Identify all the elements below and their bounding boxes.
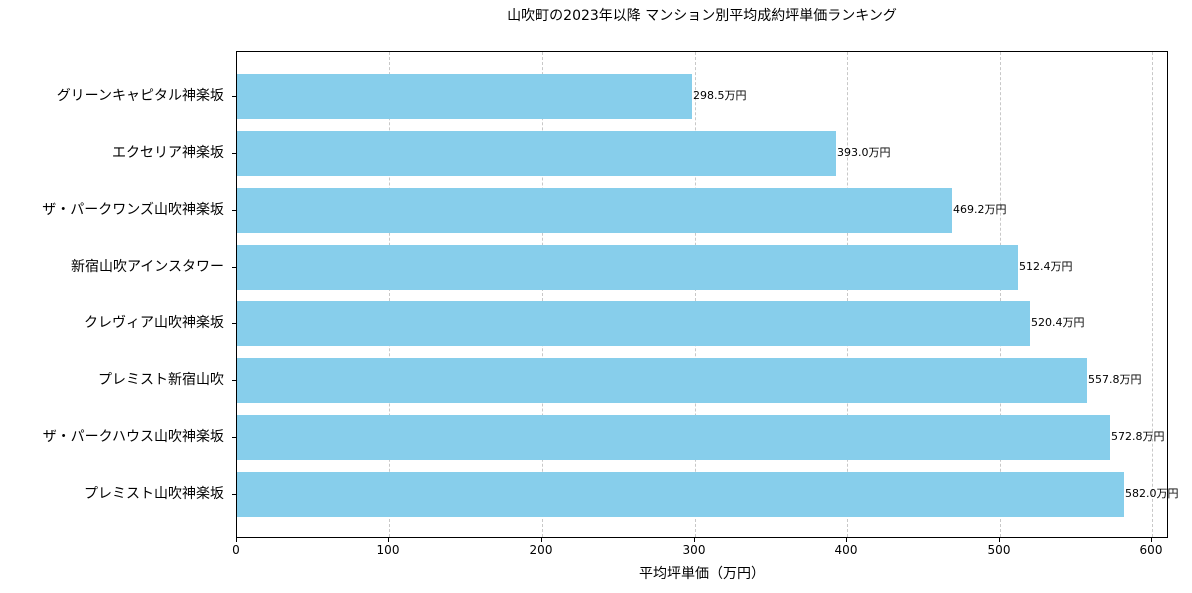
data-label-2: 469.2万円 bbox=[953, 203, 1007, 216]
gridline-300 bbox=[695, 52, 696, 537]
data-label-6: 572.8万円 bbox=[1111, 430, 1165, 443]
x-axis-label: 平均坪単価（万円） bbox=[639, 566, 765, 582]
y-label-1: エクセリア神楽坂 bbox=[112, 145, 224, 161]
bar-4 bbox=[237, 301, 1030, 346]
gridline-400 bbox=[847, 52, 848, 537]
gridline-600 bbox=[1152, 52, 1153, 537]
y-tick-4 bbox=[232, 323, 236, 324]
bar-6 bbox=[237, 415, 1110, 460]
y-label-3: 新宿山吹アインスタワー bbox=[70, 259, 224, 275]
gridline-100 bbox=[389, 52, 390, 537]
x-tick-300 bbox=[694, 538, 695, 542]
x-tick-400 bbox=[846, 538, 847, 542]
y-label-4: クレヴィア山吹神楽坂 bbox=[84, 315, 224, 331]
y-tick-2 bbox=[232, 210, 236, 211]
bar-1 bbox=[237, 131, 836, 176]
x-tick-label-500: 500 bbox=[987, 543, 1011, 557]
plot-area: 298.5万円 393.0万円 469.2万円 512.4万円 520.4万円 … bbox=[236, 51, 1179, 538]
y-label-0: グリーンキャピタル神楽坂 bbox=[56, 88, 224, 104]
gridline-200 bbox=[542, 52, 543, 537]
data-label-4: 520.4万円 bbox=[1031, 316, 1085, 329]
bar-7 bbox=[237, 472, 1124, 517]
x-tick-label-100: 100 bbox=[376, 543, 400, 557]
x-tick-label-400: 400 bbox=[834, 543, 858, 557]
data-label-3: 512.4万円 bbox=[1019, 260, 1073, 273]
data-label-7: 582.0万円 bbox=[1125, 487, 1179, 500]
y-tick-5 bbox=[232, 380, 236, 381]
y-tick-0 bbox=[232, 96, 236, 97]
x-tick-500 bbox=[999, 538, 1000, 542]
x-tick-600 bbox=[1151, 538, 1152, 542]
y-label-5: プレミスト新宿山吹 bbox=[98, 372, 224, 388]
x-tick-label-0: 0 bbox=[232, 543, 240, 557]
y-label-2: ザ・パークワンズ山吹神楽坂 bbox=[42, 202, 224, 218]
x-tick-200 bbox=[541, 538, 542, 542]
data-label-1: 393.0万円 bbox=[837, 146, 891, 159]
data-label-0: 298.5万円 bbox=[693, 89, 747, 102]
y-tick-3 bbox=[232, 267, 236, 268]
x-tick-100 bbox=[388, 538, 389, 542]
gridline-500 bbox=[1000, 52, 1001, 537]
y-tick-7 bbox=[232, 494, 236, 495]
y-label-7: プレミスト山吹神楽坂 bbox=[84, 486, 224, 502]
x-tick-label-600: 600 bbox=[1139, 543, 1163, 557]
x-tick-0 bbox=[236, 538, 237, 542]
y-tick-1 bbox=[232, 153, 236, 154]
y-tick-6 bbox=[232, 437, 236, 438]
bar-5 bbox=[237, 358, 1087, 403]
y-label-6: ザ・パークハウス山吹神楽坂 bbox=[42, 429, 224, 445]
x-tick-label-200: 200 bbox=[529, 543, 553, 557]
x-tick-label-300: 300 bbox=[682, 543, 706, 557]
bar-3 bbox=[237, 245, 1018, 290]
bar-0 bbox=[237, 74, 692, 119]
bar-2 bbox=[237, 188, 952, 233]
chart-title: 山吹町の2023年以降 マンション別平均成約坪単価ランキング bbox=[507, 8, 897, 24]
data-label-5: 557.8万円 bbox=[1088, 373, 1142, 386]
